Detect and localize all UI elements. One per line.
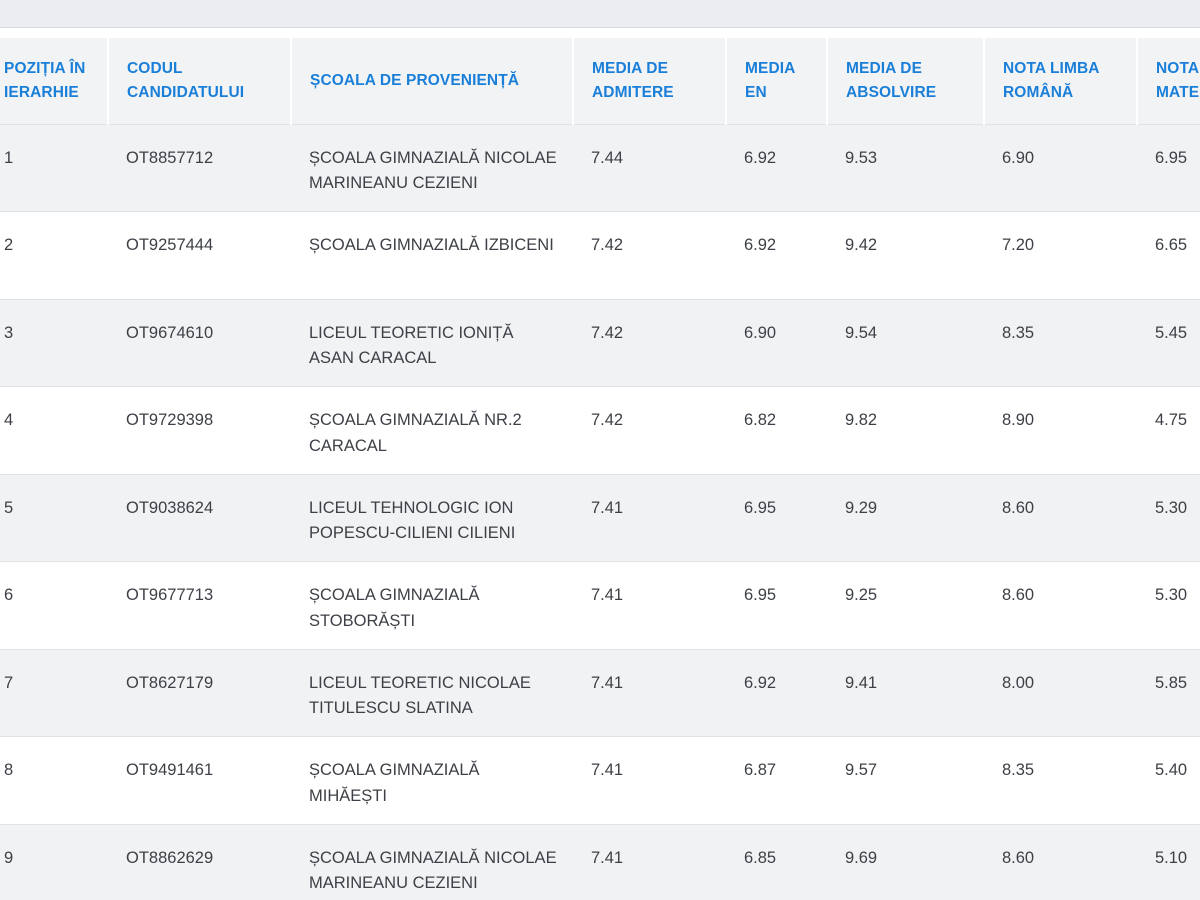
cell-en-average: 6.95 [744, 586, 777, 604]
column-header-position[interactable]: POZIȚIA ÎN IERARHIE [0, 38, 109, 124]
cell-candidate-code: OT8857712 [126, 148, 214, 167]
table-row: 3 OT9674610 LICEUL TEORETIC IONIȚĂ ASAN CA… [0, 299, 1200, 387]
cell-position: 2 [4, 236, 14, 254]
cell-position: 7 [4, 673, 14, 692]
table-row: 1 OT8857712 ȘCOALA GIMNAZIALĂ NICOLAE MARI… [0, 124, 1200, 212]
cell-graduation-average: 9.42 [845, 236, 878, 254]
cell-romanian-grade: 8.35 [1002, 323, 1035, 342]
column-header-admission-average[interactable]: MEDIA DE ADMITERE [573, 38, 727, 124]
cell-graduation-average: 9.41 [845, 673, 878, 692]
cell-candidate-code: OT9677713 [126, 586, 214, 604]
cell-en-average: 6.92 [744, 673, 777, 692]
cell-en-average: 6.82 [744, 411, 777, 429]
cell-candidate-code: OT9674610 [126, 323, 214, 342]
cell-romanian-grade: 6.90 [1002, 148, 1035, 167]
table-body: 1 OT8857712 ȘCOALA GIMNAZIALĂ NICOLAE MARI… [0, 124, 1200, 900]
cell-romanian-grade: 7.20 [1002, 236, 1035, 254]
cell-admission-average: 7.41 [591, 761, 624, 779]
cell-graduation-average: 9.29 [845, 498, 878, 517]
cell-position: 5 [4, 498, 14, 517]
cell-en-average: 6.90 [744, 323, 777, 342]
cell-graduation-average: 9.53 [845, 148, 878, 167]
cell-position: 4 [4, 411, 14, 429]
cell-school: LICEUL TEORETIC IONIȚĂ ASAN CARACAL [309, 323, 514, 368]
results-table-container[interactable]: POZIȚIA ÎN IERARHIE CODUL CANDIDATULUI Ș… [0, 38, 1200, 900]
cell-romanian-grade: 8.90 [1002, 411, 1035, 429]
cell-candidate-code: OT9491461 [126, 761, 214, 779]
cell-graduation-average: 9.69 [845, 848, 878, 867]
cell-en-average: 6.95 [744, 498, 777, 517]
table-row: 2 OT9257444 ȘCOALA GIMNAZIALĂ IZBICENI 7.42… [0, 211, 1200, 299]
column-header-math-grade[interactable]: NOTA LA MATEMATICĂ [1137, 38, 1200, 124]
cell-candidate-code: OT9257444 [126, 236, 214, 254]
cell-math-grade: 4.75 [1155, 411, 1188, 429]
table-header: POZIȚIA ÎN IERARHIE CODUL CANDIDATULUI Ș… [0, 38, 1200, 124]
cell-candidate-code: OT8862629 [126, 848, 214, 867]
table-row: 4 OT9729398 ȘCOALA GIMNAZIALĂ NR.2 CARACAL… [0, 386, 1200, 474]
admission-results-table: POZIȚIA ÎN IERARHIE CODUL CANDIDATULUI Ș… [0, 38, 1200, 900]
cell-math-grade: 6.65 [1155, 236, 1188, 254]
cell-en-average: 6.92 [744, 148, 777, 167]
cell-admission-average: 7.42 [591, 236, 624, 254]
cell-school: ȘCOALA GIMNAZIALĂ NR.2 CARACAL [309, 411, 522, 455]
top-toolbar [0, 0, 1200, 28]
cell-school: ȘCOALA GIMNAZIALĂ IZBICENI [309, 236, 554, 254]
table-row: 5 OT9038624 LICEUL TEHNOLOGIC ION POPESCU-… [0, 474, 1200, 562]
cell-math-grade: 5.10 [1155, 848, 1188, 867]
cell-romanian-grade: 8.60 [1002, 498, 1035, 517]
cell-school: LICEUL TEORETIC NICOLAE TITULESCU SLATIN… [309, 673, 531, 718]
cell-graduation-average: 9.25 [845, 586, 878, 604]
cell-math-grade: 5.30 [1155, 498, 1188, 517]
table-row: 9 OT8862629 ȘCOALA GIMNAZIALĂ NICOLAE MARI… [0, 824, 1200, 900]
cell-candidate-code: OT8627179 [126, 673, 214, 692]
cell-romanian-grade: 8.35 [1002, 761, 1035, 779]
cell-romanian-grade: 8.60 [1002, 586, 1035, 604]
cell-position: 8 [4, 761, 14, 779]
cell-math-grade: 5.85 [1155, 673, 1188, 692]
cell-school: ȘCOALA GIMNAZIALĂ STOBORĂȘTI [309, 586, 480, 630]
cell-graduation-average: 9.82 [845, 411, 878, 429]
column-header-school[interactable]: ȘCOALA DE PROVENIENȚĂ [291, 38, 574, 124]
cell-school: ȘCOALA GIMNAZIALĂ NICOLAE MARINEANU CEZI… [309, 848, 557, 893]
column-header-graduation-average[interactable]: MEDIA DE ABSOLVIRE [827, 38, 985, 124]
cell-admission-average: 7.41 [591, 848, 624, 867]
cell-math-grade: 5.45 [1155, 323, 1188, 342]
cell-romanian-grade: 8.60 [1002, 848, 1035, 867]
column-header-romanian-grade[interactable]: NOTA LIMBA ROMÂNĂ [984, 38, 1138, 124]
cell-admission-average: 7.41 [591, 498, 624, 517]
cell-graduation-average: 9.57 [845, 761, 878, 779]
cell-position: 6 [4, 586, 14, 604]
cell-en-average: 6.85 [744, 848, 777, 867]
column-header-candidate-code[interactable]: CODUL CANDIDATULUI [108, 38, 292, 124]
table-row: 8 OT9491461 ȘCOALA GIMNAZIALĂ MIHĂEȘTI 7.41… [0, 736, 1200, 824]
table-row: 7 OT8627179 LICEUL TEORETIC NICOLAE TITULE… [0, 649, 1200, 737]
cell-school: ȘCOALA GIMNAZIALĂ NICOLAE MARINEANU CEZI… [309, 148, 557, 193]
header-row: POZIȚIA ÎN IERARHIE CODUL CANDIDATULUI Ș… [0, 38, 1200, 124]
cell-en-average: 6.92 [744, 236, 777, 254]
cell-admission-average: 7.41 [591, 586, 624, 604]
cell-admission-average: 7.42 [591, 411, 624, 429]
cell-position: 3 [4, 323, 14, 342]
cell-school: LICEUL TEHNOLOGIC ION POPESCU-CILIENI CI… [309, 498, 516, 543]
cell-school: ȘCOALA GIMNAZIALĂ MIHĂEȘTI [309, 761, 480, 805]
cell-romanian-grade: 8.00 [1002, 673, 1035, 692]
cell-candidate-code: OT9729398 [126, 411, 214, 429]
cell-position: 9 [4, 848, 14, 867]
cell-en-average: 6.87 [744, 761, 777, 779]
cell-admission-average: 7.42 [591, 323, 624, 342]
cell-math-grade: 6.95 [1155, 148, 1188, 167]
column-header-en-average[interactable]: MEDIA EN [726, 38, 828, 124]
table-row: 6 OT9677713 ȘCOALA GIMNAZIALĂ STOBORĂȘTI 7.… [0, 561, 1200, 649]
cell-admission-average: 7.41 [591, 673, 624, 692]
cell-admission-average: 7.44 [591, 148, 624, 167]
cell-position: 1 [4, 148, 14, 167]
cell-candidate-code: OT9038624 [126, 498, 214, 517]
cell-math-grade: 5.40 [1155, 761, 1188, 779]
cell-math-grade: 5.30 [1155, 586, 1188, 604]
cell-graduation-average: 9.54 [845, 323, 878, 342]
